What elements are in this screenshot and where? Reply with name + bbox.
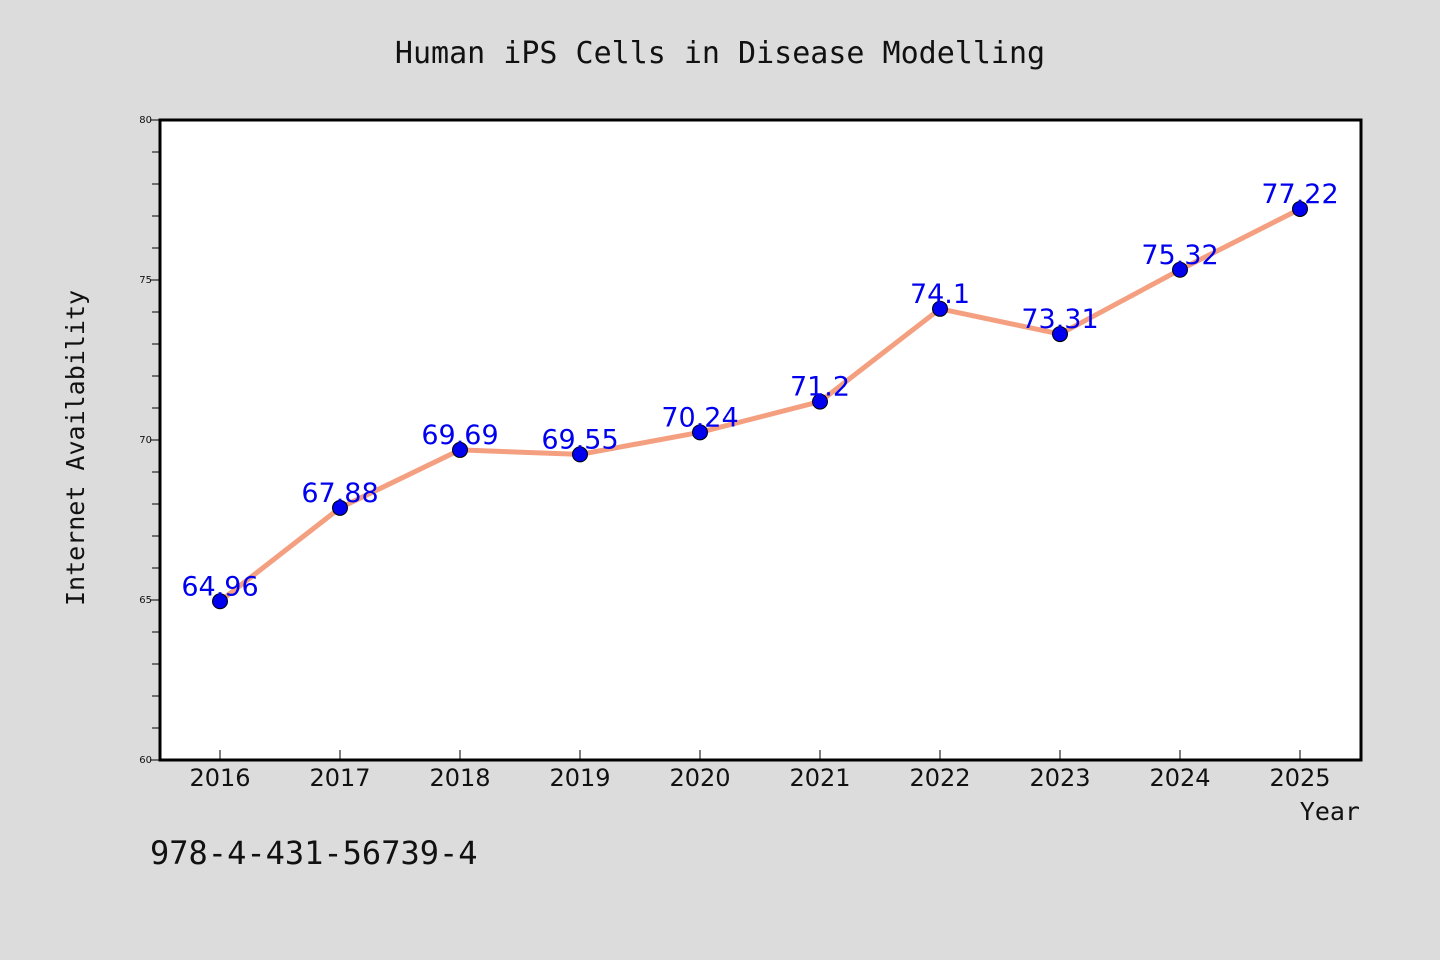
x-tick-label: 2019 <box>549 764 610 792</box>
data-label: 71.2 <box>790 372 850 403</box>
data-point <box>212 593 228 610</box>
x-tick-label: 2016 <box>189 764 250 792</box>
x-tick-label: 2021 <box>789 764 850 792</box>
x-tick-label: 2017 <box>309 764 370 792</box>
series-line <box>217 206 1303 604</box>
data-label: 73.31 <box>1021 304 1098 335</box>
data-point <box>452 441 468 458</box>
data-point <box>1172 261 1188 278</box>
data-point <box>692 424 708 441</box>
x-tick-label: 2020 <box>669 764 730 792</box>
data-label: 64.96 <box>181 571 258 602</box>
data-label: 69.69 <box>421 420 498 451</box>
x-tick-label: 2018 <box>429 764 490 792</box>
x-tick-label: 2022 <box>909 764 970 792</box>
data-label: 77.22 <box>1261 179 1338 210</box>
data-point <box>572 446 588 463</box>
x-tick-label: 2023 <box>1029 764 1090 792</box>
data-point <box>332 499 348 516</box>
plot-area <box>158 118 1363 762</box>
x-tick-label: 2024 <box>1149 764 1210 792</box>
data-point <box>1292 200 1308 217</box>
y-tick-label: 70 <box>139 435 152 446</box>
y-tick-label: 75 <box>139 275 152 286</box>
y-tick-label: 80 <box>139 115 152 126</box>
data-point <box>812 393 828 410</box>
x-axis: 2016 2017 2018 2019 2020 2021 2022 2023 2024 2025 <box>189 750 1331 792</box>
data-point <box>1052 326 1068 343</box>
series-line-group <box>217 206 1303 604</box>
y-axis: 60 65 70 75 80 <box>139 115 160 766</box>
y-axis-label: Internet Availability <box>61 290 90 606</box>
data-label: 74.1 <box>910 279 970 310</box>
series-points-group <box>212 200 1308 610</box>
x-axis-label: Year <box>1300 797 1360 826</box>
data-labels-group: 64.96 67.88 69.69 69.55 70.24 71.2 74.1 73.31 75… <box>181 179 1338 602</box>
chart-title: Human iPS Cells in Disease Modelling <box>395 36 1045 71</box>
x-tick-label: 2025 <box>1269 764 1330 792</box>
data-label: 67.88 <box>301 478 378 509</box>
y-tick-label: 65 <box>139 595 152 606</box>
footer-isbn: 978-4-431-56739-4 <box>150 834 478 872</box>
data-point <box>932 300 948 317</box>
data-label: 70.24 <box>661 402 738 433</box>
y-tick-label: 60 <box>139 755 152 766</box>
data-label: 75.32 <box>1141 240 1218 271</box>
data-label: 69.55 <box>541 424 618 455</box>
